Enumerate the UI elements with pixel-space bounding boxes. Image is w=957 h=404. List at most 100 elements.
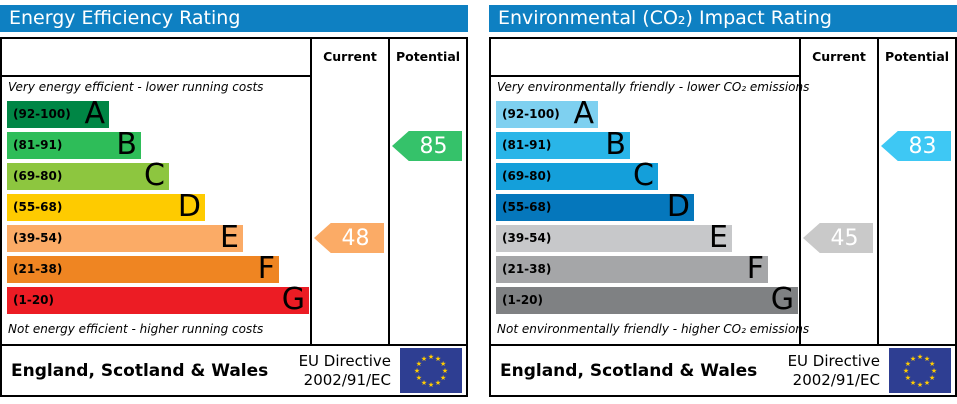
top-note: Very environmentally friendly - lower CO…: [497, 80, 810, 94]
bottom-note: Not environmentally friendly - higher CO…: [497, 322, 810, 336]
band-range-label: (55-68): [502, 200, 552, 214]
svg-text:★: ★: [435, 355, 441, 363]
band-row-g: (1-20) G: [7, 283, 309, 317]
band-letter: C: [144, 158, 165, 193]
footer-region-label: England, Scotland & Wales: [11, 360, 269, 381]
band-range-label: (1-20): [13, 293, 54, 307]
energy-efficiency-rating-panel: Energy Efficiency Rating Current Potenti…: [0, 0, 468, 404]
rating-table: Current Potential Very energy efficient …: [0, 37, 468, 346]
current-rating-value: 45: [830, 225, 859, 251]
band-letter: B: [605, 127, 626, 162]
band-row-d: (55-68) D: [7, 190, 205, 224]
svg-text:★: ★: [903, 367, 909, 375]
svg-text:★: ★: [929, 360, 935, 368]
band-range-label: (1-20): [502, 293, 543, 307]
footer-region-label: England, Scotland & Wales: [500, 360, 758, 381]
potential-column-header: Potential: [884, 49, 950, 64]
band-range-label: (92-100): [13, 107, 71, 121]
band-letter: A: [84, 96, 105, 131]
band-row-d: (55-68) D: [496, 190, 694, 224]
band-range-label: (69-80): [13, 169, 63, 183]
rating-bands: (92-100) A (81-91) B (69-80) C (55-68) D…: [7, 97, 310, 318]
eu-directive-label: EU Directive 2002/91/EC: [788, 352, 880, 390]
eu-flag-icon: ★ ★★ ★★★ ★★★ ★★★: [400, 348, 462, 393]
svg-text:★: ★: [440, 360, 446, 368]
band-letter: G: [770, 282, 794, 317]
band-range-label: (92-100): [502, 107, 560, 121]
band-row-e: (39-54) E: [496, 221, 732, 255]
environmental-co2-impact-panel: Environmental (CO₂) Impact Rating Curren…: [489, 0, 957, 404]
band-letter: E: [220, 220, 239, 255]
svg-text:★: ★: [421, 379, 427, 387]
band-row-c: (69-80) C: [496, 159, 658, 193]
column-divider: [388, 39, 390, 344]
svg-text:★: ★: [929, 374, 935, 382]
current-rating-value: 48: [341, 225, 370, 251]
band-range-label: (21-38): [13, 262, 63, 276]
rating-table: Current Potential Very environmentally f…: [489, 37, 957, 346]
band-range-label: (69-80): [502, 169, 552, 183]
band-letter: D: [666, 189, 690, 224]
current-column-header: Current: [323, 49, 377, 64]
eu-directive-label: EU Directive 2002/91/EC: [299, 352, 391, 390]
band-range-label: (81-91): [13, 138, 63, 152]
potential-rating-value: 85: [419, 133, 448, 159]
band-range-label: (55-68): [13, 200, 63, 214]
svg-text:★: ★: [924, 355, 930, 363]
svg-text:★: ★: [428, 353, 434, 361]
band-row-a: (92-100) A: [496, 97, 598, 131]
band-letter: F: [257, 251, 275, 286]
band-row-f: (21-38) F: [7, 252, 279, 286]
svg-text:★: ★: [917, 353, 923, 361]
rating-bands: (92-100) A (81-91) B (69-80) C (55-68) D…: [496, 97, 799, 318]
svg-text:★: ★: [924, 379, 930, 387]
column-divider: [310, 39, 312, 344]
eu-directive-line2: 2002/91/EC: [792, 370, 880, 389]
svg-text:★: ★: [910, 355, 916, 363]
band-letter: E: [709, 220, 728, 255]
svg-text:★: ★: [428, 381, 434, 389]
band-row-g: (1-20) G: [496, 283, 798, 317]
band-letter: G: [281, 282, 305, 317]
band-row-b: (81-91) B: [496, 128, 630, 162]
band-range-label: (81-91): [502, 138, 552, 152]
eu-flag-icon: ★ ★★ ★★★ ★★★ ★★★: [889, 348, 951, 393]
top-note: Very energy efficient - lower running co…: [8, 80, 264, 94]
svg-text:★: ★: [416, 360, 422, 368]
column-divider: [877, 39, 879, 344]
band-letter: B: [116, 127, 137, 162]
band-letter: F: [746, 251, 764, 286]
current-column-header: Current: [812, 49, 866, 64]
current-rating-arrow: 48: [314, 223, 384, 253]
current-rating-arrow: 45: [803, 223, 873, 253]
potential-rating-value: 83: [908, 133, 937, 159]
panel-footer: England, Scotland & Wales EU Directive 2…: [0, 344, 468, 397]
band-row-a: (92-100) A: [7, 97, 109, 131]
svg-text:★: ★: [905, 360, 911, 368]
band-row-f: (21-38) F: [496, 252, 768, 286]
band-row-b: (81-91) B: [7, 128, 141, 162]
potential-rating-arrow: 83: [881, 131, 951, 161]
eu-directive-line1: EU Directive: [298, 351, 391, 370]
band-row-e: (39-54) E: [7, 221, 243, 255]
svg-text:★: ★: [414, 367, 420, 375]
svg-text:★: ★: [440, 374, 446, 382]
panel-title: Environmental (CO₂) Impact Rating: [489, 5, 957, 32]
svg-text:★: ★: [416, 374, 422, 382]
panel-title: Energy Efficiency Rating: [0, 5, 468, 32]
svg-text:★: ★: [931, 367, 937, 375]
band-letter: A: [573, 96, 594, 131]
band-row-c: (69-80) C: [7, 159, 169, 193]
band-range-label: (21-38): [502, 262, 552, 276]
svg-text:★: ★: [905, 374, 911, 382]
header-underline: [2, 75, 312, 77]
svg-text:★: ★: [442, 367, 448, 375]
svg-text:★: ★: [917, 381, 923, 389]
panel-footer: England, Scotland & Wales EU Directive 2…: [489, 344, 957, 397]
band-letter: C: [633, 158, 654, 193]
eu-directive-line1: EU Directive: [787, 351, 880, 370]
eu-directive-line2: 2002/91/EC: [303, 370, 391, 389]
band-letter: D: [177, 189, 201, 224]
band-range-label: (39-54): [502, 231, 552, 245]
svg-text:★: ★: [421, 355, 427, 363]
